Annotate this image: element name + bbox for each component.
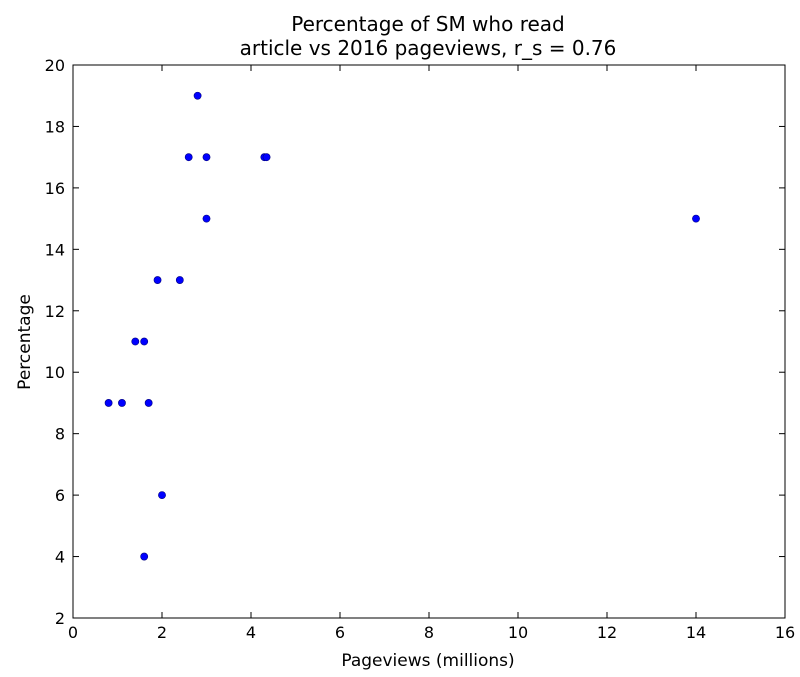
y-tick-label: 8 [55, 425, 65, 444]
x-tick-label: 0 [68, 623, 78, 642]
y-tick-label: 18 [45, 117, 65, 136]
y-tick-label: 10 [45, 363, 65, 382]
x-tick-label: 12 [597, 623, 617, 642]
y-tick-label: 6 [55, 486, 65, 505]
y-tick-label: 16 [45, 179, 65, 198]
data-point [153, 276, 162, 284]
data-point [202, 214, 211, 223]
data-points [104, 91, 700, 561]
data-point [158, 491, 166, 500]
y-tick-label: 14 [45, 240, 65, 259]
y-tick-label: 12 [45, 302, 65, 321]
data-point [140, 337, 149, 346]
data-point [692, 214, 700, 223]
y-axis-label: Percentage [15, 294, 35, 390]
x-axis-label: Pageviews (millions) [341, 651, 514, 671]
data-point [262, 153, 271, 162]
data-point [175, 276, 184, 284]
plot-frame [72, 64, 786, 619]
data-point [144, 399, 153, 407]
x-tick-label: 6 [335, 623, 345, 642]
x-tick-label: 16 [775, 623, 795, 642]
x-tick-label: 14 [686, 623, 706, 642]
data-point [184, 153, 193, 162]
x-tick-label: 4 [246, 623, 256, 642]
x-tick-label: 10 [508, 623, 528, 642]
y-tick-label: 20 [45, 56, 65, 75]
x-tick-label: 8 [424, 623, 434, 642]
y-tick-label: 4 [55, 548, 65, 567]
chart-title-line-1: Percentage of SM who read [291, 12, 564, 36]
data-point [140, 552, 149, 561]
data-point [104, 399, 113, 407]
data-point [131, 337, 140, 346]
data-point [202, 153, 211, 162]
x-tick-label: 2 [157, 623, 167, 642]
data-point [193, 91, 202, 100]
chart-title-line-2: article vs 2016 pageviews, r_s = 0.76 [240, 36, 617, 60]
y-tick-label: 2 [55, 609, 65, 628]
data-point [118, 399, 126, 407]
